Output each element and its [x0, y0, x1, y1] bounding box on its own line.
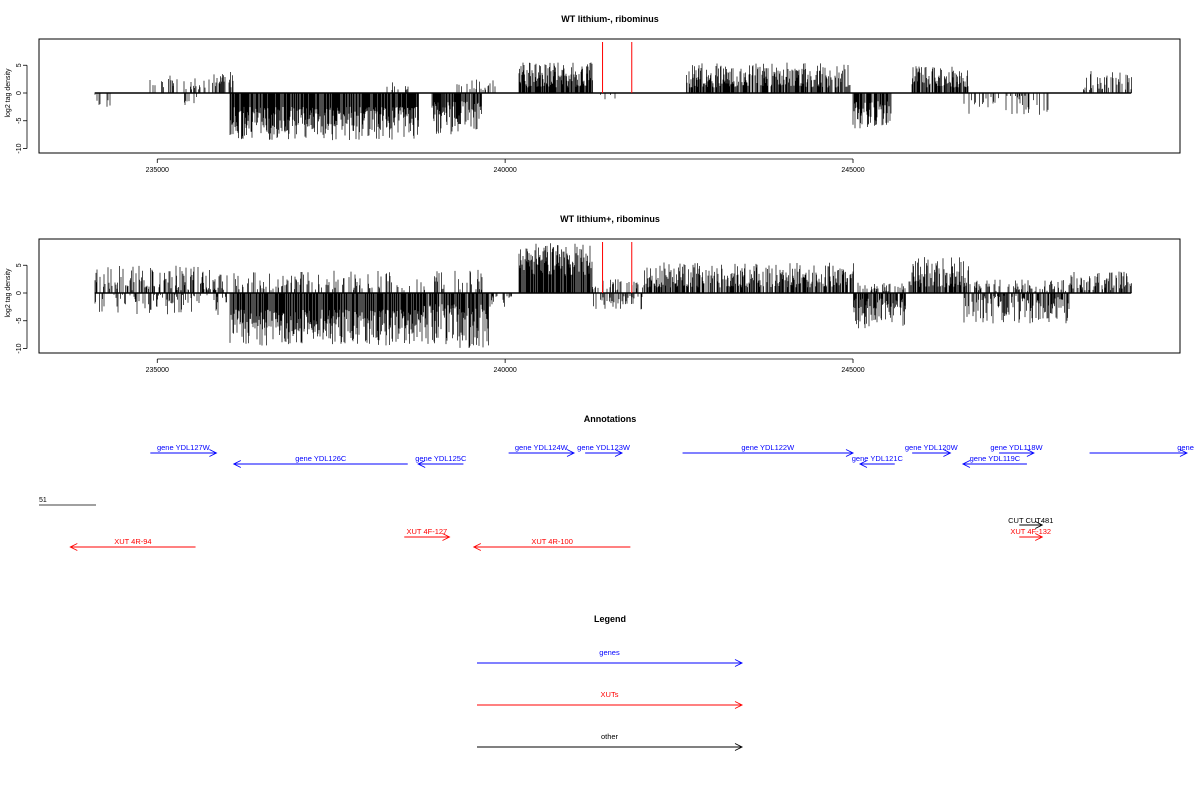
feature-label: gene YDL121C [852, 454, 904, 463]
x-tick-label: 235000 [146, 367, 169, 374]
feature-arrowhead [566, 449, 576, 457]
feature-gene: gene YDL118W [990, 443, 1044, 457]
feature-xut: XUT 4F-132 [1010, 527, 1051, 541]
feature-arrowhead [69, 543, 78, 551]
density-bars [94, 62, 1132, 141]
x-tick-label: 245000 [841, 367, 864, 374]
signal-bars [94, 62, 1132, 141]
y-tick-label: 5 [16, 263, 23, 267]
feature-label: XUT 4F-127 [407, 527, 448, 536]
x-axis: 235000 240000 245000 [146, 158, 865, 174]
feature-xut: XUT 4F-127 [404, 527, 451, 541]
feature-label: gene YDL126C [295, 454, 347, 463]
feature-label: gene YDL120W [905, 443, 959, 452]
y-axis: -10 -5 0 5 [16, 263, 28, 354]
x-tick-label: 245000 [841, 167, 864, 174]
feature-label: gene YDL127W [157, 443, 211, 452]
feature-arrowhead [232, 460, 242, 468]
y-axis-label: log2 tag density [5, 268, 12, 318]
x-axis: 235000 240000 245000 [146, 358, 865, 374]
feature-xut: XUT 4R-94 [69, 537, 196, 551]
feature-label: gene YDL125C [415, 454, 467, 463]
feature-label: gene YDL119C [970, 454, 1021, 463]
feature-arrowhead [1179, 449, 1188, 457]
feature-gene: gene YDL124W [508, 443, 576, 457]
feature-gene: gene YDL123W [577, 443, 631, 457]
legend-arrowhead [734, 743, 744, 751]
y-tick-label: -5 [16, 118, 23, 124]
x-tick-label: 235000 [146, 167, 169, 174]
feature-arrowhead [845, 449, 855, 457]
signal-bars [94, 243, 1132, 348]
y-tick-label: 0 [16, 91, 23, 95]
feature-gene: gene YDL126C [232, 454, 408, 468]
feature-label: gene YDL122W [741, 443, 795, 452]
feature-arrowhead [1026, 449, 1035, 457]
legend-arrowhead [734, 659, 744, 667]
feature-arrowhead [209, 449, 218, 457]
feature-arrowhead [1035, 533, 1044, 541]
y-tick-label: 0 [16, 291, 23, 295]
feature-arrowhead [961, 460, 971, 468]
legend-item-XUTs: XUTs [477, 690, 744, 709]
feature-label: XUT 4R-100 [531, 537, 573, 546]
legend-item-other: other [477, 732, 744, 751]
feature-label: CUT CUT481 [1008, 516, 1053, 525]
feature-arrows: gene YDL127W gene YDL126C gene YDL125C gene… [69, 443, 1194, 551]
feature-label: gene YDL124W [515, 443, 569, 452]
y-tick-label: 5 [16, 63, 23, 67]
feature-xut: XUT 4R-100 [472, 537, 631, 551]
feature-gene: gene YDL125C [415, 454, 467, 468]
legend-items: genes XUTs other [477, 648, 744, 751]
feature-label: XUT 4F-132 [1010, 527, 1051, 536]
feature-arrowhead [442, 533, 451, 541]
feature-other: CUT CUT481 [1008, 516, 1053, 529]
feature-arrowhead [614, 449, 624, 457]
feature-gene: gene [1089, 443, 1194, 457]
annotations-title: Annotations [584, 414, 637, 424]
plot-frame [38, 38, 1181, 154]
legend-label: genes [599, 648, 620, 657]
track-panel-lithium-plus: WT lithium+, ribominus log2 tag density … [5, 214, 1181, 374]
y-axis-label: log2 tag density [5, 68, 12, 118]
density-bars [94, 243, 1132, 348]
y-tick-label: -5 [16, 318, 23, 324]
scale-bar-label: 51 [39, 497, 47, 504]
feature-label: gene YDL118W [990, 443, 1043, 452]
feature-arrowhead [858, 460, 868, 468]
y-tick-label: -10 [16, 143, 23, 153]
red-markers [602, 42, 633, 93]
panel-title: WT lithium-, ribominus [561, 14, 659, 24]
y-tick-label: -10 [16, 343, 23, 353]
feature-gene: gene YDL127W [150, 443, 218, 457]
red-markers [602, 242, 633, 293]
feature-arrowhead [417, 460, 426, 468]
feature-gene: gene YDL121C [852, 454, 904, 468]
scale-bar: 51 [39, 497, 96, 506]
feature-arrowhead [943, 449, 952, 457]
panel-title: WT lithium+, ribominus [560, 214, 660, 224]
legend-title: Legend [594, 614, 626, 624]
feature-arrowhead [472, 543, 482, 551]
y-axis: -10 -5 0 5 [16, 63, 28, 154]
legend: Legend genes XUTs other [477, 614, 744, 751]
feature-label: gene YDL123W [577, 443, 631, 452]
x-tick-label: 240000 [493, 367, 516, 374]
plot-frame [38, 238, 1181, 354]
feature-label: gene [1177, 443, 1194, 452]
legend-label: XUTs [601, 690, 619, 699]
track-panel-lithium-minus: WT lithium-, ribominus log2 tag density … [5, 14, 1181, 174]
legend-arrowhead [734, 701, 744, 709]
feature-gene: gene YDL120W [905, 443, 959, 457]
legend-label: other [601, 732, 619, 741]
feature-arrowhead [1035, 521, 1044, 529]
feature-gene: gene YDL119C [961, 454, 1027, 468]
x-tick-label: 240000 [493, 167, 516, 174]
feature-label: XUT 4R-94 [114, 537, 151, 546]
feature-gene: gene YDL122W [682, 443, 855, 457]
legend-item-genes: genes [477, 648, 744, 667]
